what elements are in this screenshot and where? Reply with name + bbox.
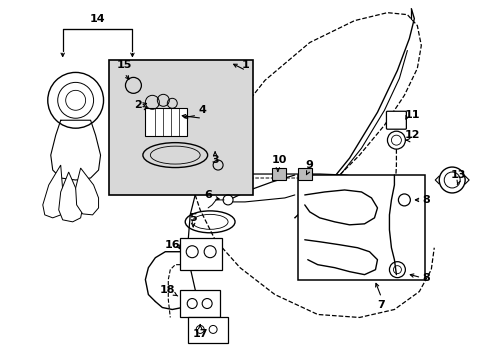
Text: 12: 12 xyxy=(404,130,419,140)
Text: 4: 4 xyxy=(198,105,205,115)
FancyBboxPatch shape xyxy=(271,168,285,180)
FancyBboxPatch shape xyxy=(297,175,425,280)
Text: 8: 8 xyxy=(422,273,429,283)
FancyBboxPatch shape xyxy=(297,168,311,180)
Polygon shape xyxy=(59,172,82,222)
Text: 13: 13 xyxy=(449,170,465,180)
Polygon shape xyxy=(76,168,99,215)
Text: 9: 9 xyxy=(305,160,313,170)
Text: 14: 14 xyxy=(90,14,105,24)
FancyBboxPatch shape xyxy=(145,108,187,136)
Text: 11: 11 xyxy=(404,110,419,120)
FancyBboxPatch shape xyxy=(188,318,227,343)
FancyBboxPatch shape xyxy=(386,111,406,129)
Text: 16: 16 xyxy=(164,240,180,250)
Text: 10: 10 xyxy=(272,155,287,165)
Text: 7: 7 xyxy=(377,300,385,310)
FancyBboxPatch shape xyxy=(108,60,252,195)
Text: 17: 17 xyxy=(192,329,207,339)
Text: 6: 6 xyxy=(204,190,212,200)
Text: 3: 3 xyxy=(211,155,219,165)
Polygon shape xyxy=(42,165,64,218)
Text: 15: 15 xyxy=(117,60,132,71)
FancyBboxPatch shape xyxy=(180,238,222,270)
Text: 5: 5 xyxy=(189,213,197,223)
Text: 8: 8 xyxy=(422,195,429,205)
Text: 2: 2 xyxy=(134,100,142,110)
Text: 18: 18 xyxy=(159,284,175,294)
FancyBboxPatch shape xyxy=(180,289,220,318)
Text: 1: 1 xyxy=(242,60,249,71)
